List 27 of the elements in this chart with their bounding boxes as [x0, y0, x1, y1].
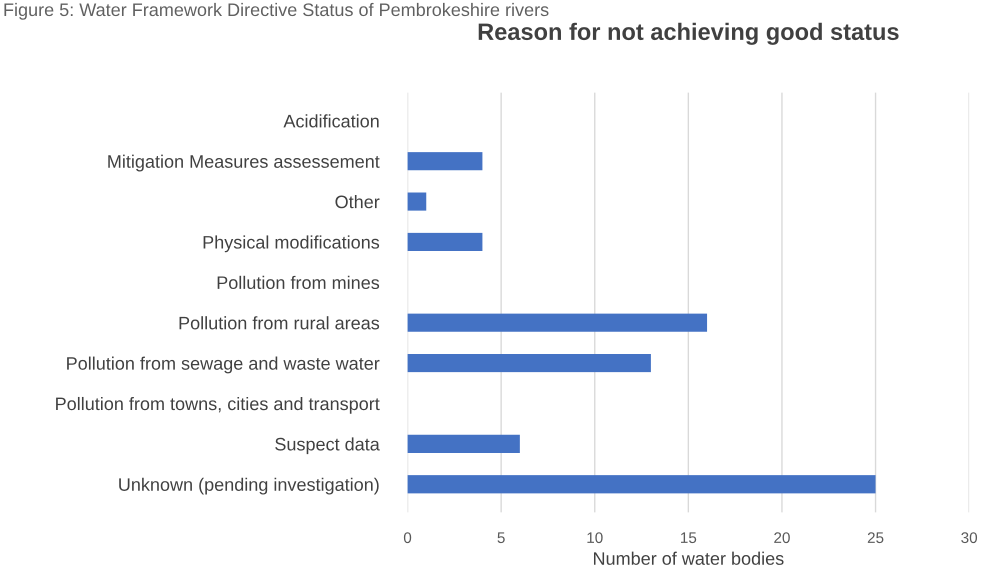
bar [408, 475, 876, 494]
y-tick-label: Unknown (pending investigation) [119, 478, 379, 495]
y-tick-label: Pollution from sewage and waste water [67, 356, 380, 374]
x-axis-title: Number of water bodies [594, 552, 784, 565]
x-tick-label: 0 [404, 532, 412, 544]
bar [408, 434, 520, 453]
x-tick-label: 20 [774, 532, 790, 544]
bar [408, 152, 482, 170]
y-tick-label: Mitigation Measures assessement [108, 154, 380, 172]
bar [408, 354, 651, 372]
bar [408, 192, 426, 211]
bar [408, 314, 708, 332]
x-tick-label: 15 [681, 532, 696, 544]
y-tick-label: Pollution from mines [218, 276, 380, 290]
bar [408, 232, 482, 252]
y-tick-label: Pollution from towns, cities and transport [56, 396, 380, 414]
y-tick-label: Acidification [283, 114, 379, 128]
chart-title: Reason for not achieving good status [478, 22, 899, 45]
x-tick-label: 30 [961, 532, 978, 544]
x-tick-label: 25 [868, 532, 884, 544]
y-tick-label: Suspect data [275, 437, 380, 454]
caption: Figure 5: Water Framework Directive Status of Pembrokeshire rivers [4, 2, 548, 20]
x-tick-label: 10 [587, 532, 603, 544]
y-tick-label: Physical modifications [204, 235, 380, 252]
x-tick-label: 5 [498, 532, 505, 544]
y-tick-label: Pollution from rural areas [180, 316, 380, 330]
y-tick-label: Other [335, 195, 380, 208]
